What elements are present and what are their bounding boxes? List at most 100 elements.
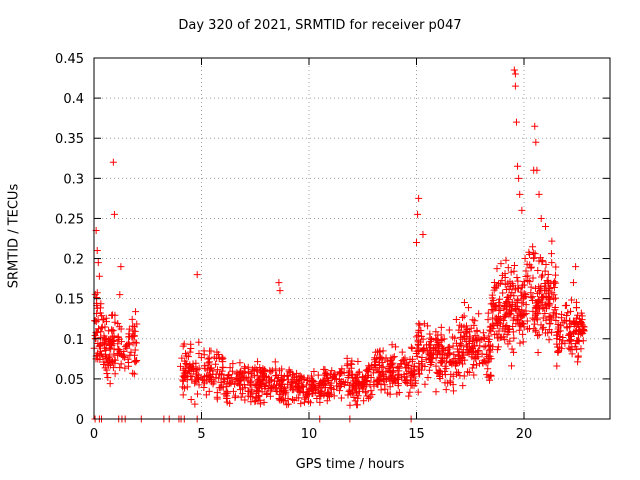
data-point [178,354,186,362]
data-point [260,382,268,390]
data-point [345,372,353,380]
data-point [229,360,237,368]
data-point [419,230,427,238]
data-point [200,377,208,385]
data-point [130,370,138,378]
data-point [503,285,511,293]
data-point [515,307,523,315]
y-tick-label: 0.4 [63,92,84,107]
data-point [133,339,141,347]
data-point [498,271,506,279]
data-point [114,351,122,359]
data-point [468,350,476,358]
data-point [102,352,110,360]
data-point [571,319,579,327]
data-point [297,383,305,391]
data-point [299,389,307,397]
data-point [436,350,444,358]
data-point [426,330,434,338]
data-point [205,376,213,384]
data-point [552,263,560,271]
data-point [110,337,118,345]
data-point [99,315,107,323]
data-point [184,353,192,361]
data-point [408,369,416,377]
data-point [181,357,189,365]
x-axis-label: GPS time / hours [295,457,405,472]
data-point [484,316,492,324]
data-point [522,301,530,309]
axis-ticks: 0 0.05 0.1 0.15 0.2 0.25 0.3 0.35 0.4 0.45 0 5 10 15 2… [55,52,610,442]
data-point [485,354,493,362]
data-point [321,366,329,374]
data-point [393,376,401,384]
data-point [343,362,351,370]
data-point [496,307,504,315]
y-tick-label: 0.25 [55,212,84,227]
data-point [427,361,435,369]
data-point [98,312,106,320]
data-point [541,310,549,318]
data-point [546,295,554,303]
data-point [327,385,335,393]
data-point [482,359,490,367]
data-point [268,384,276,392]
data-point [492,284,500,292]
data-point [553,331,561,339]
data-point [347,364,355,372]
data-point [537,214,545,222]
data-point [405,392,413,400]
data-point [260,366,268,374]
data-point [522,273,530,281]
data-point [181,384,189,392]
data-point [416,321,424,329]
data-point [104,373,112,381]
data-point [514,295,522,303]
data-point [574,336,582,344]
data-point [91,317,99,325]
data-point [426,344,434,352]
data-point [254,387,262,395]
data-point [497,333,505,341]
data-point [387,360,395,368]
data-point [370,378,378,386]
data-point [510,261,518,269]
data-point [553,362,561,370]
data-point [381,385,389,393]
data-point [450,358,458,366]
data-point [375,358,383,366]
data-point [108,311,116,319]
data-point [544,270,552,278]
data-point [345,387,353,395]
data-point [407,343,415,351]
data-point [542,282,550,290]
data-point [548,237,556,245]
data-point [514,162,522,170]
data-point [464,349,472,357]
data-point [407,376,415,384]
y-tick-label: 0.15 [55,293,84,308]
data-point [540,304,548,312]
data-point [129,327,137,335]
data-point [490,279,498,287]
data-point [219,354,227,362]
data-point [106,380,114,388]
data-point [409,370,417,378]
data-point [132,358,140,366]
data-point [417,332,425,340]
data-point [205,358,213,366]
data-point [401,377,409,385]
data-point [529,249,537,257]
data-point [206,373,214,381]
data-point [537,273,545,281]
data-point [316,398,324,406]
data-point [514,277,522,285]
data-point [355,368,363,376]
data-point [510,348,518,356]
data-point [452,315,460,323]
data-point [537,287,545,295]
data-point [524,325,532,333]
data-point [406,388,414,396]
data-point [210,353,218,361]
data-point [473,327,481,335]
